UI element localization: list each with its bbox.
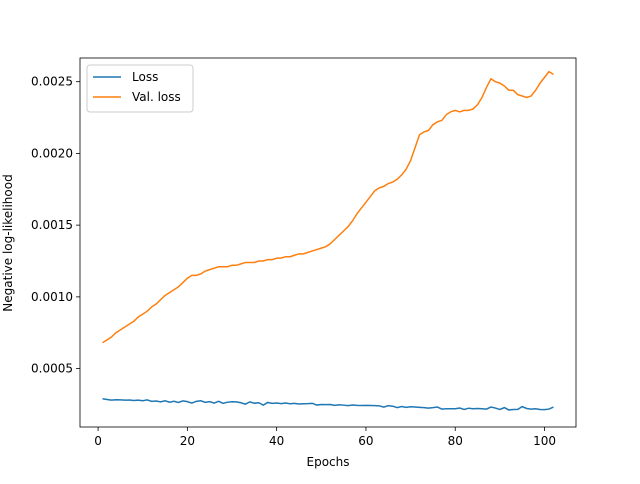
x-tick-label: 60 xyxy=(358,434,373,448)
legend-label: Val. loss xyxy=(132,90,181,104)
y-axis-label: Negative log-likelihood xyxy=(1,174,15,311)
x-tick-label: 0 xyxy=(94,434,102,448)
legend-label: Loss xyxy=(132,70,158,84)
x-tick-label: 40 xyxy=(269,434,284,448)
x-tick-label: 80 xyxy=(448,434,463,448)
series-line xyxy=(102,70,554,344)
x-tick-label: 100 xyxy=(533,434,556,448)
x-axis-label: Epochs xyxy=(307,455,350,469)
plot-frame xyxy=(79,57,577,428)
y-tick-label: 0.0025 xyxy=(31,75,73,89)
y-tick-label: 0.0005 xyxy=(31,362,73,376)
x-tick-label: 20 xyxy=(180,434,195,448)
y-tick-label: 0.0020 xyxy=(31,146,73,160)
series-line xyxy=(102,397,554,411)
y-tick-label: 0.0015 xyxy=(31,218,73,232)
y-tick-label: 0.0010 xyxy=(31,290,73,304)
